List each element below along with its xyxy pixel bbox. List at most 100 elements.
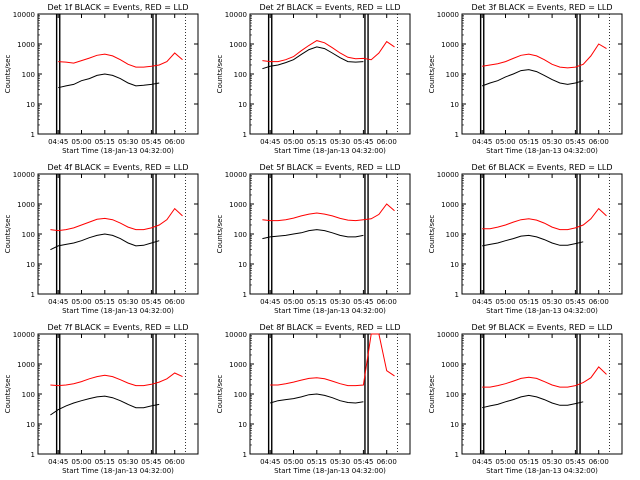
plot-frame [37, 173, 199, 295]
y-axis-label: Counts/sec [4, 55, 12, 94]
y-axis-label: Counts/sec [216, 55, 224, 94]
y-tick-label: 100 [234, 231, 247, 239]
y-tick-label: 10 [450, 421, 459, 429]
x-tick-label: 05:00 [283, 298, 303, 306]
y-axis-label: Counts/sec [428, 215, 436, 254]
plot-frame [461, 333, 623, 455]
x-tick-label: 05:45 [141, 298, 161, 306]
x-tick-label: 06:00 [589, 138, 609, 146]
plot-frame [37, 13, 199, 135]
x-tick-label: 05:30 [118, 458, 138, 466]
x-tick-label: 05:45 [565, 458, 585, 466]
y-tick-label: 10000 [437, 331, 459, 339]
x-tick-label: 04:45 [48, 138, 68, 146]
x-tick-label: 04:45 [472, 138, 492, 146]
y-tick-label: 100 [446, 71, 459, 79]
y-tick-label: 10000 [13, 171, 35, 179]
series-line-lld [50, 207, 183, 232]
y-tick-label: 10 [238, 261, 247, 269]
y-tick-label: 1 [243, 131, 247, 139]
y-tick-label: 10 [26, 421, 35, 429]
chart-title: Det 7f BLACK = Events, RED = LLD [47, 323, 188, 332]
chart-panel-3: Det 3f BLACK = Events, RED = LLD 1 10 100 10… [428, 3, 623, 155]
x-tick-label: 05:15 [95, 458, 115, 466]
y-tick-label: 1000 [229, 201, 247, 209]
x-tick-label: 05:30 [542, 298, 562, 306]
y-tick-label: 1 [455, 131, 459, 139]
x-tick-label: 06:00 [165, 298, 185, 306]
plot-frame [249, 13, 411, 135]
chart-panel-8: Det 8f BLACK = Events, RED = LLD 1 10 100 10… [216, 323, 411, 475]
x-tick-label: 05:45 [353, 298, 373, 306]
plot-frame [249, 173, 411, 295]
chart-title: Det 2f BLACK = Events, RED = LLD [259, 3, 400, 12]
chart-title: Det 1f BLACK = Events, RED = LLD [47, 3, 188, 12]
x-tick-label: 05:15 [519, 458, 539, 466]
x-tick-label: 05:30 [330, 298, 350, 306]
x-tick-label: 05:15 [95, 298, 115, 306]
x-tick-label: 06:00 [377, 298, 397, 306]
x-tick-label: 06:00 [589, 298, 609, 306]
chart-title: Det 6f BLACK = Events, RED = LLD [471, 163, 612, 172]
x-tick-label: 05:00 [71, 138, 91, 146]
series-line-lld [482, 366, 607, 388]
x-tick-label: 05:30 [118, 138, 138, 146]
x-tick-label: 04:45 [472, 298, 492, 306]
chart-panel-5: Det 5f BLACK = Events, RED = LLD 1 10 100 10… [216, 163, 411, 315]
y-tick-label: 1000 [17, 201, 35, 209]
x-tick-label: 05:30 [542, 458, 562, 466]
y-tick-label: 1 [243, 291, 247, 299]
y-axis-label: Counts/sec [4, 215, 12, 254]
x-tick-label: 05:00 [71, 458, 91, 466]
x-axis-label: Start Time (18-Jan-13 04:32:00) [62, 307, 174, 315]
y-axis-label: Counts/sec [428, 375, 436, 414]
y-tick-label: 1 [31, 131, 35, 139]
y-tick-label: 1000 [17, 41, 35, 49]
series-line-lld [262, 203, 395, 222]
x-tick-label: 05:45 [141, 138, 161, 146]
plot-frame [37, 333, 199, 455]
x-tick-label: 05:15 [307, 458, 327, 466]
y-axis-label: Counts/sec [428, 55, 436, 94]
y-tick-label: 10 [450, 101, 459, 109]
x-tick-label: 05:00 [71, 298, 91, 306]
y-tick-label: 10 [238, 421, 247, 429]
series-line-events [482, 234, 584, 247]
chart-panel-4: Det 4f BLACK = Events, RED = LLD 1 10 100 10… [4, 163, 199, 315]
x-tick-label: 05:30 [118, 298, 138, 306]
chart-panel-9: Det 9f BLACK = Events, RED = LLD 1 10 100 10… [428, 323, 623, 475]
y-axis-label: Counts/sec [216, 215, 224, 254]
series-line-events [482, 394, 584, 409]
series-line-events [58, 73, 160, 89]
x-tick-label: 04:45 [260, 138, 280, 146]
x-tick-label: 05:15 [95, 138, 115, 146]
y-tick-label: 10000 [13, 11, 35, 19]
x-axis-label: Start Time (18-Jan-13 04:32:00) [274, 307, 386, 315]
x-axis-label: Start Time (18-Jan-13 04:32:00) [274, 147, 386, 155]
x-tick-label: 05:45 [353, 138, 373, 146]
x-tick-label: 05:00 [495, 298, 515, 306]
series-line-lld [482, 207, 607, 231]
x-tick-label: 05:45 [141, 458, 161, 466]
x-tick-label: 06:00 [165, 458, 185, 466]
chart-title: Det 9f BLACK = Events, RED = LLD [471, 323, 612, 332]
x-tick-label: 05:00 [283, 138, 303, 146]
y-tick-label: 100 [22, 231, 35, 239]
y-tick-label: 10000 [13, 331, 35, 339]
series-line-events [262, 229, 364, 240]
x-tick-label: 05:30 [542, 138, 562, 146]
series-line-lld [482, 43, 607, 69]
y-tick-label: 1 [455, 451, 459, 459]
chart-title: Det 4f BLACK = Events, RED = LLD [47, 163, 188, 172]
x-tick-label: 06:00 [377, 138, 397, 146]
x-tick-label: 04:45 [260, 298, 280, 306]
x-tick-label: 05:00 [283, 458, 303, 466]
y-tick-label: 1000 [229, 41, 247, 49]
chart-title: Det 8f BLACK = Events, RED = LLD [259, 323, 400, 332]
x-axis-label: Start Time (18-Jan-13 04:32:00) [486, 147, 598, 155]
series-line-lld [58, 52, 183, 68]
plot-frame [249, 333, 411, 455]
y-tick-label: 100 [22, 391, 35, 399]
series-line-lld [50, 372, 183, 387]
